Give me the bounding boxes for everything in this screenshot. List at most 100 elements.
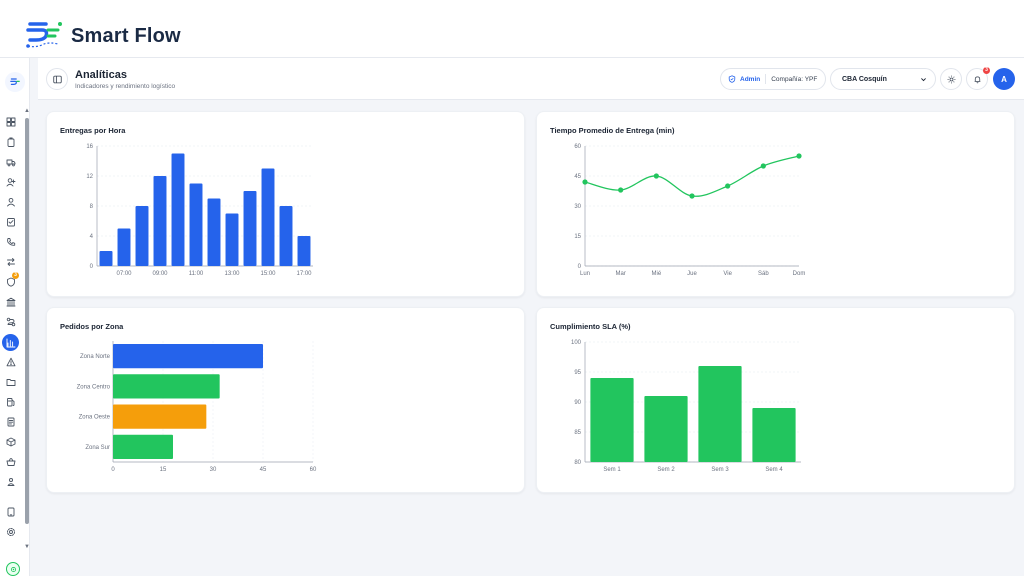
panel-icon	[52, 75, 62, 83]
x-tick-label: 17:00	[296, 271, 312, 277]
brand-bar: Smart Flow	[0, 0, 1024, 58]
document-icon	[7, 417, 15, 427]
sidebar-item-user[interactable]	[3, 194, 19, 210]
sidebar-item-document[interactable]	[3, 414, 19, 430]
sidebar-item-bank[interactable]	[3, 294, 19, 310]
sidebar-scrollbar[interactable]	[25, 118, 29, 524]
sidebar-item-clipboard[interactable]	[3, 134, 19, 150]
sidebar-logo[interactable]	[5, 72, 25, 92]
clipboard-icon	[7, 137, 15, 147]
x-tick-label: 07:00	[116, 271, 132, 277]
bar	[297, 236, 311, 266]
route-icon	[6, 317, 16, 327]
transfer-icon	[7, 258, 15, 266]
y-tick-label: 90	[574, 400, 581, 406]
chart-title: Cumplimiento SLA (%)	[550, 322, 631, 331]
y-tick-label: 4	[90, 234, 94, 240]
chart-card-sla: Cumplimiento SLA (%) 80 85 90 95 100 Sem 1 Sem…	[536, 307, 1015, 493]
scroll-down-arrow[interactable]: ▼	[24, 544, 30, 550]
location-selected-value: CBA Cosquín	[842, 75, 887, 83]
bank-icon	[6, 297, 16, 307]
scroll-up-arrow[interactable]: ▲	[24, 108, 30, 114]
sidebar-item-transfer[interactable]	[3, 254, 19, 270]
sidebar-item-user-plus[interactable]	[3, 174, 19, 190]
sidebar-item-shield[interactable]	[3, 274, 19, 290]
bar	[113, 434, 173, 459]
y-tick-label: 0	[578, 264, 582, 270]
bar	[189, 183, 203, 266]
x-tick-label: Dom	[793, 271, 806, 277]
x-tick-label: 15:00	[260, 271, 276, 277]
data-point	[618, 187, 624, 193]
chart-title: Pedidos por Zona	[60, 322, 124, 331]
sidebar-item-phone[interactable]	[3, 234, 19, 250]
x-tick-label: Jue	[687, 271, 697, 277]
sidebar-item-route[interactable]	[3, 314, 19, 330]
bar	[752, 408, 796, 462]
sidebar-item-chart[interactable]	[2, 334, 19, 351]
data-point	[582, 179, 588, 185]
sidebar-item-alert[interactable]	[3, 354, 19, 370]
sidebar-item-tablet[interactable]	[3, 504, 19, 520]
data-point	[725, 183, 731, 189]
bar	[153, 176, 167, 266]
grid-icon	[6, 117, 16, 127]
chart-title: Entregas por Hora	[60, 126, 126, 135]
basket-icon	[6, 458, 16, 466]
hbar-chart-zonas: 0 15 30 45 60 Zona Norte Zona Centro Zona Oeste…	[77, 341, 317, 473]
role-badge: Admin Compañía: YPF	[720, 68, 826, 90]
x-tick-label: Sem 3	[711, 467, 729, 473]
sidebar-item-settings[interactable]	[3, 524, 19, 540]
location-select[interactable]: CBA Cosquín	[830, 68, 936, 90]
sidebar-item-basket[interactable]	[3, 454, 19, 470]
notification-count-badge: 3	[983, 67, 990, 74]
x-tick-label: Sem 1	[603, 467, 621, 473]
page-title: Analíticas	[75, 69, 127, 81]
theme-toggle-button[interactable]	[940, 68, 962, 90]
sidebar-toggle-button[interactable]	[46, 68, 68, 90]
brand-name: Smart Flow	[71, 25, 181, 47]
data-point	[653, 173, 659, 179]
x-tick-label: Mié	[651, 271, 661, 277]
sidebar-item-team[interactable]	[3, 474, 19, 490]
sidebar-item-grid[interactable]	[3, 114, 19, 130]
y-tick-label: 95	[574, 370, 581, 376]
user-plus-icon	[6, 178, 16, 187]
page-subtitle: Indicadores y rendimiento logístico	[75, 83, 176, 90]
divider	[765, 74, 767, 84]
status-icon[interactable]	[6, 562, 20, 576]
sidebar-item-folder[interactable]	[3, 374, 19, 390]
data-point	[760, 163, 766, 169]
bar	[644, 396, 688, 462]
bar	[698, 366, 742, 462]
sidebar-item-truck[interactable]	[3, 154, 19, 170]
y-tick-label: 0	[90, 264, 94, 270]
phone-icon	[7, 238, 16, 246]
sidebar: 3 ▲ ▼	[0, 58, 30, 576]
chart-icon	[6, 338, 15, 347]
company-label: Compañía: YPF	[771, 75, 818, 83]
bar	[225, 213, 239, 266]
sidebar-item-box[interactable]	[3, 434, 19, 450]
bar	[113, 344, 263, 369]
notifications-button[interactable]	[966, 68, 988, 90]
bar	[117, 228, 131, 266]
x-tick-label: Mar	[615, 271, 625, 277]
x-tick-label: Lun	[580, 271, 590, 277]
checklist-icon	[7, 218, 15, 227]
bar	[590, 378, 634, 462]
chart-title: Tiempo Promedio de Entrega (min)	[550, 126, 675, 135]
x-tick-label: 45	[260, 467, 267, 473]
bar	[113, 374, 220, 399]
y-tick-label: 30	[574, 204, 581, 210]
chart-card-tiempo: Tiempo Promedio de Entrega (min) 0 15 30 45…	[536, 111, 1015, 297]
user-avatar[interactable]: A	[993, 68, 1015, 90]
sidebar-item-checklist[interactable]	[3, 214, 19, 230]
y-tick-label: 85	[574, 430, 581, 436]
bar	[279, 206, 293, 266]
y-tick-label: Zona Sur	[85, 445, 110, 451]
x-tick-label: Vie	[723, 271, 732, 277]
x-tick-label: 15	[160, 467, 167, 473]
bar	[171, 153, 185, 266]
sidebar-item-fuel[interactable]	[3, 394, 19, 410]
